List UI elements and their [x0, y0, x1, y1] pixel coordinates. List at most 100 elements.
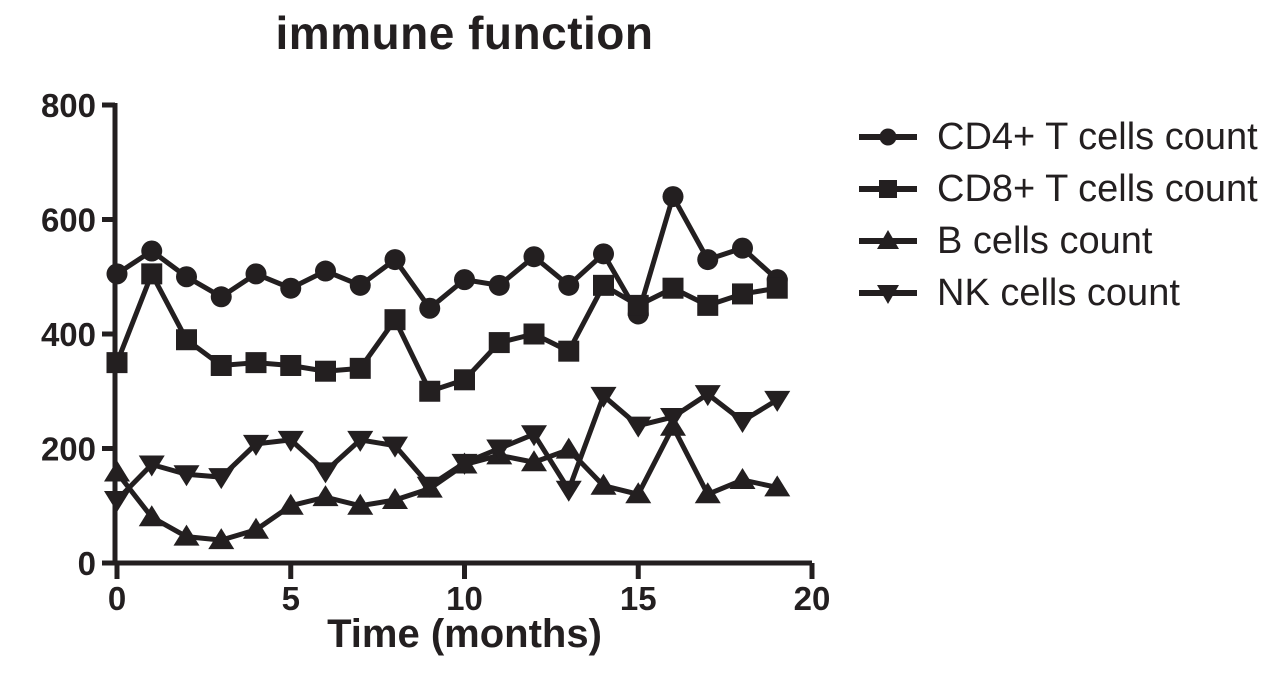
y-tick-label: 400: [41, 316, 96, 353]
data-point-triangle-down: [764, 390, 791, 412]
data-point-circle: [488, 274, 510, 296]
data-point-square: [627, 294, 649, 316]
legend-item-bcells: B cells count: [856, 215, 1258, 267]
data-point-square: [419, 380, 441, 402]
square-marker-icon: [859, 180, 917, 198]
data-point-square: [384, 309, 406, 331]
x-tick-label: 10: [446, 580, 483, 617]
data-point-triangle-down: [347, 430, 374, 452]
data-point-triangle-down: [243, 434, 269, 456]
data-point-circle: [245, 263, 267, 285]
data-point-circle: [593, 243, 614, 265]
data-point-circle: [558, 274, 580, 296]
data-point-square: [315, 360, 336, 382]
data-point-square: [523, 323, 545, 345]
data-point-circle: [315, 260, 336, 282]
data-point-triangle-down: [486, 439, 513, 461]
data-point-triangle-up: [694, 482, 721, 504]
data-point-circle: [106, 263, 128, 285]
data-point-circle: [349, 274, 371, 296]
legend-item-cd4: CD4+ T cells count: [856, 111, 1258, 163]
data-point-triangle-down: [694, 385, 721, 407]
data-point-square: [280, 354, 302, 376]
data-point-circle: [732, 237, 753, 259]
series-line: [115, 421, 778, 543]
data-point-circle: [662, 186, 684, 208]
data-point-square: [454, 369, 475, 391]
data-point-square: [732, 283, 753, 305]
legend-item-cd8: CD8+ T cells count: [856, 163, 1258, 215]
data-point-triangle-up: [312, 485, 339, 507]
circle-marker-icon: [859, 128, 917, 146]
legend-label-cd8: CD8+ T cells count: [937, 167, 1258, 210]
data-point-triangle-down: [208, 468, 235, 490]
data-point-circle: [141, 240, 163, 262]
data-point-circle: [523, 246, 545, 268]
data-point-triangle-up: [173, 524, 200, 546]
data-point-circle: [697, 249, 719, 271]
data-point-triangle-up: [277, 493, 304, 515]
data-point-square: [176, 329, 197, 351]
data-point-triangle-down: [660, 408, 686, 430]
data-point-square: [349, 357, 371, 379]
x-tick-label: 5: [282, 580, 300, 617]
data-point-triangle-up: [138, 505, 165, 527]
data-point-triangle-up: [555, 437, 582, 459]
data-point-triangle-up: [625, 482, 652, 504]
data-point-square: [106, 352, 128, 374]
data-point-triangle-up: [521, 450, 547, 472]
data-point-triangle-up: [243, 517, 269, 539]
data-point-circle: [176, 266, 197, 288]
x-axis-label: Time (months): [327, 612, 602, 656]
data-point-square: [488, 332, 510, 354]
data-point-circle: [419, 297, 441, 319]
x-tick-label: 20: [794, 580, 831, 617]
data-point-triangle-up: [764, 475, 791, 497]
data-point-triangle-up: [104, 460, 130, 482]
y-tick-label: 0: [78, 545, 96, 582]
legend: CD4+ T cells count CD8+ T cells count B …: [856, 111, 1258, 319]
data-point-triangle-down: [104, 491, 130, 513]
y-tick-label: 800: [41, 87, 96, 124]
data-point-triangle-up: [382, 488, 408, 510]
data-point-triangle-up: [208, 528, 235, 550]
data-point-square: [558, 340, 580, 362]
data-point-triangle-down: [451, 453, 478, 475]
data-point-square: [141, 263, 163, 285]
data-point-circle: [454, 269, 475, 291]
triangle-down-marker-icon: [859, 285, 917, 304]
data-point-triangle-down: [555, 480, 582, 502]
data-point-circle: [384, 249, 406, 271]
data-point-triangle-down: [416, 476, 443, 498]
data-point-circle: [280, 277, 302, 299]
data-point-triangle-down: [138, 455, 165, 477]
x-tick-label: 15: [620, 580, 657, 617]
data-point-square: [245, 352, 267, 374]
data-point-triangle-down: [729, 412, 756, 434]
data-point-triangle-down: [382, 436, 408, 458]
data-point-square: [766, 277, 788, 299]
triangle-up-marker-icon: [859, 230, 917, 249]
data-point-circle: [210, 286, 232, 308]
legend-item-nkcells: NK cells count: [856, 267, 1258, 319]
data-point-square: [662, 277, 684, 299]
legend-label-bcells: B cells count: [937, 219, 1153, 262]
data-point-triangle-up: [347, 493, 374, 515]
chart-title: immune function: [275, 7, 654, 59]
data-point-square: [697, 294, 719, 316]
data-point-triangle-down: [625, 416, 652, 438]
data-point-square: [593, 274, 614, 296]
y-tick-label: 200: [41, 431, 96, 468]
data-point-triangle-up: [729, 467, 756, 489]
data-point-triangle-down: [173, 465, 200, 487]
x-tick-label: 0: [108, 580, 126, 617]
data-point-triangle-down: [312, 462, 339, 484]
data-point-triangle-down: [590, 386, 617, 408]
data-point-triangle-down: [521, 425, 547, 447]
legend-label-cd4: CD4+ T cells count: [937, 115, 1258, 158]
legend-label-nkcells: NK cells count: [937, 271, 1180, 314]
data-point-triangle-up: [590, 473, 617, 495]
data-point-square: [210, 354, 232, 376]
